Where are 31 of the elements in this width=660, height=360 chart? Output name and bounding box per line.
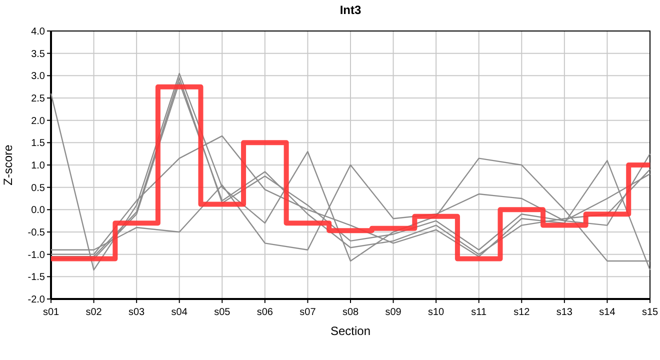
y-tick-label: 0.0 (31, 205, 46, 216)
x-tick-label: s03 (128, 307, 146, 318)
x-tick-label: s13 (556, 307, 573, 318)
y-tick-label: 1.5 (31, 138, 46, 150)
x-tick-label: s08 (342, 307, 359, 318)
y-tick-label: -1.5 (28, 272, 46, 284)
y-tick-label: 2.5 (31, 94, 46, 104)
x-tick-label: s07 (300, 307, 316, 318)
y-tick-label: 4.0 (31, 26, 46, 38)
y-tick-label: 2.0 (31, 116, 46, 127)
x-tick-label: s06 (256, 307, 274, 318)
y-tick-label: 3.5 (31, 48, 46, 60)
x-axis-title: Section (330, 324, 371, 338)
x-tick-label: s15 (642, 307, 658, 318)
x-tick-label: s02 (86, 307, 102, 318)
x-tick-label: s01 (42, 307, 60, 318)
chart-title: Int3 (340, 3, 362, 17)
y-tick-label: 1.0 (31, 160, 46, 172)
y-tick-label: 0.5 (31, 182, 46, 194)
x-tick-label: s11 (471, 307, 487, 318)
y-tick-label: -2.0 (28, 294, 46, 306)
y-tick-label: -1.0 (28, 250, 46, 261)
y-tick-label: 3.0 (31, 71, 46, 82)
x-tick-label: s12 (514, 307, 530, 318)
y-axis-title: Z-score (1, 144, 15, 186)
y-tick-label: -0.5 (28, 228, 46, 238)
x-tick-label: s14 (599, 307, 616, 318)
x-tick-label: s10 (428, 307, 445, 318)
x-tick-label: s05 (214, 307, 231, 318)
x-tick-label: s09 (385, 307, 402, 318)
x-tick-label: s04 (171, 307, 188, 318)
